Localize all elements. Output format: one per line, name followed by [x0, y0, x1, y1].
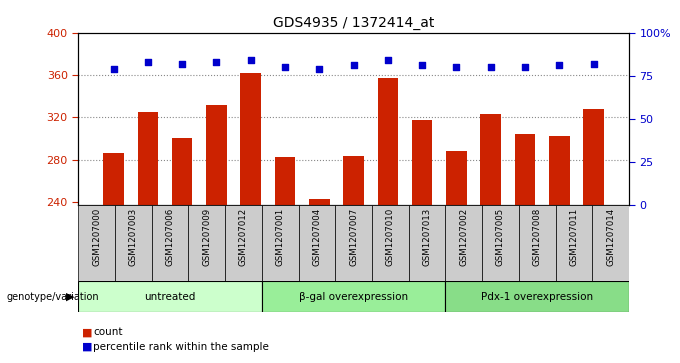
- Bar: [78, 281, 262, 312]
- Bar: [115, 205, 152, 281]
- Bar: [152, 205, 188, 281]
- Bar: [549, 136, 570, 205]
- Text: GSM1207000: GSM1207000: [92, 207, 101, 266]
- Bar: [262, 281, 445, 312]
- Text: GSM1207011: GSM1207011: [569, 207, 579, 266]
- Bar: [409, 205, 445, 281]
- Bar: [377, 78, 398, 205]
- Bar: [309, 199, 330, 205]
- Bar: [445, 205, 482, 281]
- Point: [451, 64, 462, 70]
- Point: [382, 57, 393, 63]
- Point: [211, 59, 222, 65]
- Text: ■: ■: [82, 327, 92, 337]
- Point: [417, 62, 428, 68]
- Bar: [262, 205, 299, 281]
- Point: [279, 64, 290, 70]
- Text: GSM1207013: GSM1207013: [422, 207, 432, 266]
- Title: GDS4935 / 1372414_at: GDS4935 / 1372414_at: [273, 16, 435, 30]
- Bar: [556, 205, 592, 281]
- Text: GSM1207012: GSM1207012: [239, 207, 248, 266]
- Point: [348, 62, 359, 68]
- Bar: [519, 205, 556, 281]
- Text: GSM1207007: GSM1207007: [349, 207, 358, 266]
- Bar: [583, 109, 604, 205]
- Point: [520, 64, 530, 70]
- Text: GSM1207010: GSM1207010: [386, 207, 395, 266]
- Text: ■: ■: [82, 342, 92, 352]
- Text: GSM1207006: GSM1207006: [165, 207, 175, 266]
- Bar: [241, 73, 261, 205]
- Text: untreated: untreated: [144, 292, 196, 302]
- Text: GSM1207008: GSM1207008: [532, 207, 542, 266]
- Text: genotype/variation: genotype/variation: [7, 292, 99, 302]
- Point: [245, 57, 256, 63]
- Point: [177, 61, 188, 67]
- Bar: [481, 114, 501, 205]
- Bar: [335, 205, 372, 281]
- Text: β-gal overexpression: β-gal overexpression: [299, 292, 408, 302]
- Point: [108, 66, 119, 72]
- Bar: [515, 134, 535, 205]
- Text: count: count: [93, 327, 122, 337]
- Text: GSM1207014: GSM1207014: [606, 207, 615, 266]
- Text: percentile rank within the sample: percentile rank within the sample: [93, 342, 269, 352]
- Bar: [206, 105, 226, 205]
- Text: GSM1207003: GSM1207003: [129, 207, 138, 266]
- Bar: [275, 158, 295, 205]
- Bar: [103, 153, 124, 205]
- Bar: [372, 205, 409, 281]
- Bar: [343, 156, 364, 205]
- Bar: [299, 205, 335, 281]
- Bar: [172, 138, 192, 205]
- Bar: [592, 205, 629, 281]
- Text: ▶: ▶: [66, 292, 75, 302]
- Point: [486, 64, 496, 70]
- Bar: [188, 205, 225, 281]
- Point: [314, 66, 325, 72]
- Text: GSM1207005: GSM1207005: [496, 207, 505, 266]
- Bar: [445, 281, 629, 312]
- Text: GSM1207001: GSM1207001: [275, 207, 285, 266]
- Text: Pdx-1 overexpression: Pdx-1 overexpression: [481, 292, 593, 302]
- Bar: [446, 151, 466, 205]
- Text: GSM1207002: GSM1207002: [459, 207, 469, 266]
- Bar: [482, 205, 519, 281]
- Point: [588, 61, 599, 67]
- Bar: [78, 205, 115, 281]
- Point: [142, 59, 153, 65]
- Bar: [137, 112, 158, 205]
- Bar: [412, 121, 432, 205]
- Point: [554, 62, 565, 68]
- Text: GSM1207009: GSM1207009: [202, 207, 211, 265]
- Text: GSM1207004: GSM1207004: [312, 207, 322, 266]
- Bar: [225, 205, 262, 281]
